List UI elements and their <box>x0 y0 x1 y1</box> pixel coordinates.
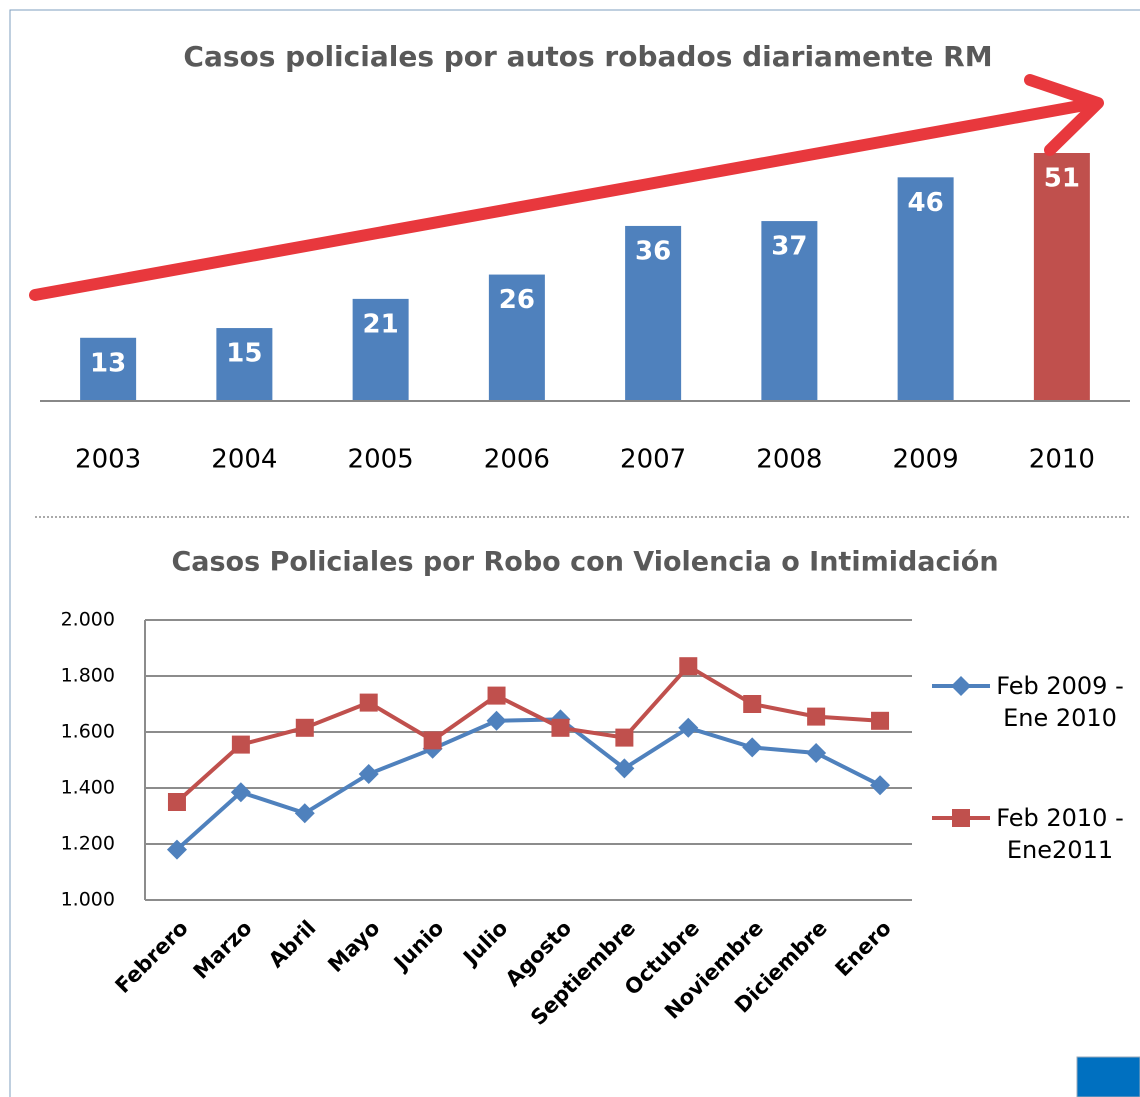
y-tick-label: 1.800 <box>61 665 115 687</box>
marker <box>231 735 250 754</box>
bar <box>352 298 409 401</box>
y-tick-label: 1.400 <box>61 777 115 799</box>
series-line <box>175 717 881 852</box>
corner-block <box>1076 1056 1140 1097</box>
marker <box>871 711 890 730</box>
x-tick-label: Junio <box>388 916 448 976</box>
y-tick-label: 2.000 <box>61 609 115 631</box>
x-tick-label: 2006 <box>484 445 550 475</box>
x-tick-label: Mayo <box>323 916 384 977</box>
trend-arrow-head <box>1024 74 1104 156</box>
marker <box>167 793 186 811</box>
marker <box>551 718 570 737</box>
x-tick-label: 2005 <box>348 445 414 475</box>
marker <box>679 657 698 676</box>
marker <box>359 693 378 712</box>
x-tick-label: 2010 <box>1029 445 1095 475</box>
marker <box>294 803 315 824</box>
bar <box>216 328 273 401</box>
trend-arrow <box>29 99 1091 301</box>
marker <box>678 717 699 738</box>
marker <box>230 782 251 803</box>
marker <box>486 710 507 731</box>
x-tick-label: Abril <box>264 916 321 973</box>
x-tick-label: 2007 <box>620 445 686 475</box>
bar-label: 26 <box>499 285 535 315</box>
series-line <box>175 663 881 804</box>
marker <box>423 731 442 750</box>
bar-label: 37 <box>771 232 807 262</box>
legend-label: Feb 2010 - Ene2011 <box>996 804 1124 864</box>
bar-label: 36 <box>635 236 671 266</box>
frame <box>9 9 1140 1097</box>
bar <box>488 274 545 401</box>
bar-label: 51 <box>1044 164 1080 194</box>
x-tick-label: Enero <box>831 916 896 981</box>
x-tick-label: 2009 <box>893 445 959 475</box>
x-tick-label: Julio <box>457 916 512 971</box>
bar-label: 15 <box>226 339 262 369</box>
marker <box>615 728 634 747</box>
marker <box>166 839 187 860</box>
bar-label: 46 <box>908 188 944 218</box>
bar <box>80 337 137 401</box>
legend-marker <box>951 676 971 696</box>
chart-title: Casos Policiales por Robo con Violencia … <box>171 547 998 578</box>
x-tick-label: 2003 <box>75 445 141 475</box>
y-tick-label: 1.000 <box>61 889 115 911</box>
marker <box>807 707 826 726</box>
marker <box>742 737 763 758</box>
x-tick-label: 2004 <box>211 445 277 475</box>
marker <box>743 695 762 713</box>
bar-label: 13 <box>90 348 126 378</box>
x-tick-label: 2008 <box>756 445 822 475</box>
x-tick-label: Febrero <box>111 916 193 998</box>
marker <box>614 758 635 779</box>
marker <box>295 718 314 737</box>
x-tick-label: Marzo <box>189 916 257 984</box>
y-tick-label: 1.600 <box>61 721 115 743</box>
legend-label: Feb 2009 - Ene 2010 <box>996 672 1124 732</box>
marker <box>806 743 827 763</box>
marker <box>870 775 891 796</box>
marker <box>358 764 379 784</box>
legend-marker <box>952 809 970 827</box>
bar-label: 21 <box>363 309 399 339</box>
bar <box>625 225 682 401</box>
marker <box>487 686 506 705</box>
bar <box>761 221 818 401</box>
bar <box>897 177 954 401</box>
chart-title: Casos policiales por autos robados diari… <box>183 40 992 73</box>
y-tick-label: 1.200 <box>61 833 115 855</box>
bar <box>1033 153 1090 401</box>
